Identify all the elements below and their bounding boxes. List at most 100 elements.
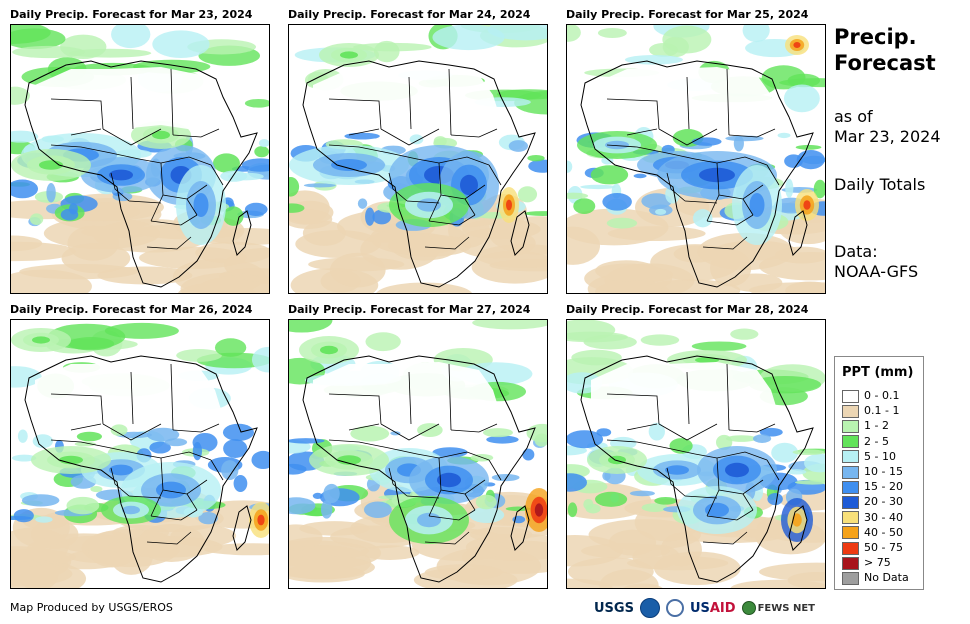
legend-item: No Data (842, 571, 909, 585)
africa-map-svg (11, 322, 269, 588)
legend-label: 15 - 20 (864, 480, 903, 494)
legend-label: No Data (864, 571, 909, 585)
forecast-panel-mar-26: Daily Precip. Forecast for Mar 26, 2024 (10, 303, 270, 589)
title-line-2: Forecast (834, 51, 936, 75)
legend-swatch (842, 419, 859, 433)
forecast-panel-mar-23: Daily Precip. Forecast for Mar 23, 2024 (10, 8, 270, 294)
noaa-logo-icon (639, 598, 660, 618)
usgs-logo: USGS (594, 600, 634, 616)
legend-label: 20 - 30 (864, 495, 903, 509)
madagascar-coastline (788, 210, 808, 256)
precip-map (288, 24, 548, 294)
data-source-value: NOAA-GFS (834, 262, 919, 281)
precip-map (10, 319, 270, 589)
africa-coastline (24, 60, 258, 288)
africa-map-svg (567, 320, 825, 588)
africa-coastline (24, 355, 258, 583)
legend-label: 50 - 75 (864, 541, 903, 554)
fews-net-logo: FEWS NET (741, 601, 815, 615)
africa-coastline (302, 60, 536, 288)
country-borders (328, 68, 502, 250)
legend-title: PPT (mm) (842, 365, 914, 380)
legend-label: 0 - 0.1 (864, 389, 900, 402)
africa-map-svg (11, 25, 269, 293)
legend-swatch (842, 435, 859, 449)
forecast-panel-mar-27: Daily Precip. Forecast for Mar 27, 2024 (288, 303, 548, 589)
africa-coastline (580, 60, 814, 288)
panel-title: Daily Precip. Forecast for Mar 23, 2024 (10, 8, 253, 21)
madagascar-coastline (788, 505, 808, 551)
precip-field (567, 25, 825, 293)
legend-item: 10 - 15 (842, 465, 903, 479)
sahara-dry-area (313, 362, 501, 426)
legend-item: 5 - 10 (842, 450, 896, 464)
product-title: Precip. Forecast (834, 24, 936, 76)
data-source-label: Data: (834, 242, 878, 261)
madagascar-coastline (510, 210, 530, 256)
panel-title: Daily Precip. Forecast for Mar 26, 2024 (10, 303, 253, 316)
sahara-dry-area (591, 362, 779, 426)
legend-swatch (842, 495, 859, 509)
panel-title: Daily Precip. Forecast for Mar 24, 2024 (288, 8, 531, 21)
legend-item: 0 - 0.1 (842, 389, 899, 403)
madagascar-coastline (232, 210, 252, 256)
panel-title: Daily Precip. Forecast for Mar 25, 2024 (566, 8, 809, 21)
legend-item: 0.1 - 1 (842, 404, 899, 418)
africa-coastline (302, 355, 536, 583)
precip-field (11, 25, 269, 293)
country-borders (606, 363, 780, 545)
as-of-date: as of Mar 23, 2024 (834, 107, 941, 147)
country-borders (328, 363, 502, 545)
legend-item: 1 - 2 (842, 419, 889, 433)
legend-swatch (842, 511, 859, 525)
title-line-1: Precip. (834, 25, 917, 49)
globe-icon (741, 601, 756, 615)
country-borders (606, 68, 780, 250)
africa-map-svg (289, 25, 547, 293)
legend-label: 1 - 2 (864, 419, 889, 433)
madagascar-coastline (510, 505, 530, 551)
seal-logo-icon (665, 599, 684, 617)
as-of-value: Mar 23, 2024 (834, 127, 941, 146)
legend-item: 40 - 50 (842, 526, 903, 540)
sahara-dry-area (35, 362, 223, 426)
panel-title: Daily Precip. Forecast for Mar 27, 2024 (288, 303, 531, 316)
legend-item: 30 - 40 (842, 511, 903, 525)
legend-label: > 75 (864, 556, 891, 570)
data-source: Data: NOAA-GFS (834, 242, 918, 282)
forecast-panel-mar-25: Daily Precip. Forecast for Mar 25, 2024 (566, 8, 826, 294)
africa-coastline (580, 355, 814, 583)
legend-label: 5 - 10 (864, 449, 896, 463)
legend-label: 2 - 5 (864, 434, 889, 448)
legend-item: 15 - 20 (842, 480, 903, 494)
legend-item: 50 - 75 (842, 541, 903, 555)
map-credit: Map Produced by USGS/EROS (10, 601, 173, 614)
sahara-dry-area (313, 67, 501, 131)
country-borders (50, 363, 224, 545)
legend-label: 10 - 15 (864, 465, 903, 478)
precip-map (566, 319, 826, 589)
precip-field (567, 320, 825, 588)
sahara-dry-area (35, 67, 223, 131)
country-borders (50, 68, 224, 250)
precip-map (10, 24, 270, 294)
legend-swatch (842, 526, 859, 540)
precip-field (11, 322, 269, 588)
precip-map (566, 24, 826, 294)
precip-map (288, 319, 548, 589)
legend-swatch (842, 571, 859, 585)
as-of-label: as of (834, 107, 873, 126)
legend-swatch (842, 450, 859, 464)
forecast-panel-mar-24: Daily Precip. Forecast for Mar 24, 2024 (288, 8, 548, 294)
precip-field (289, 25, 547, 293)
legend-item: > 75 (842, 556, 891, 570)
africa-map-svg (289, 320, 547, 588)
partner-logos: USGS USAID FEWS NET (594, 596, 815, 620)
panel-title: Daily Precip. Forecast for Mar 28, 2024 (566, 303, 809, 316)
legend-item: 20 - 30 (842, 495, 903, 509)
madagascar-coastline (232, 505, 252, 551)
forecast-panel-mar-28: Daily Precip. Forecast for Mar 28, 2024 (566, 303, 826, 589)
daily-totals-label: Daily Totals (834, 175, 926, 194)
legend-swatch (842, 389, 859, 403)
